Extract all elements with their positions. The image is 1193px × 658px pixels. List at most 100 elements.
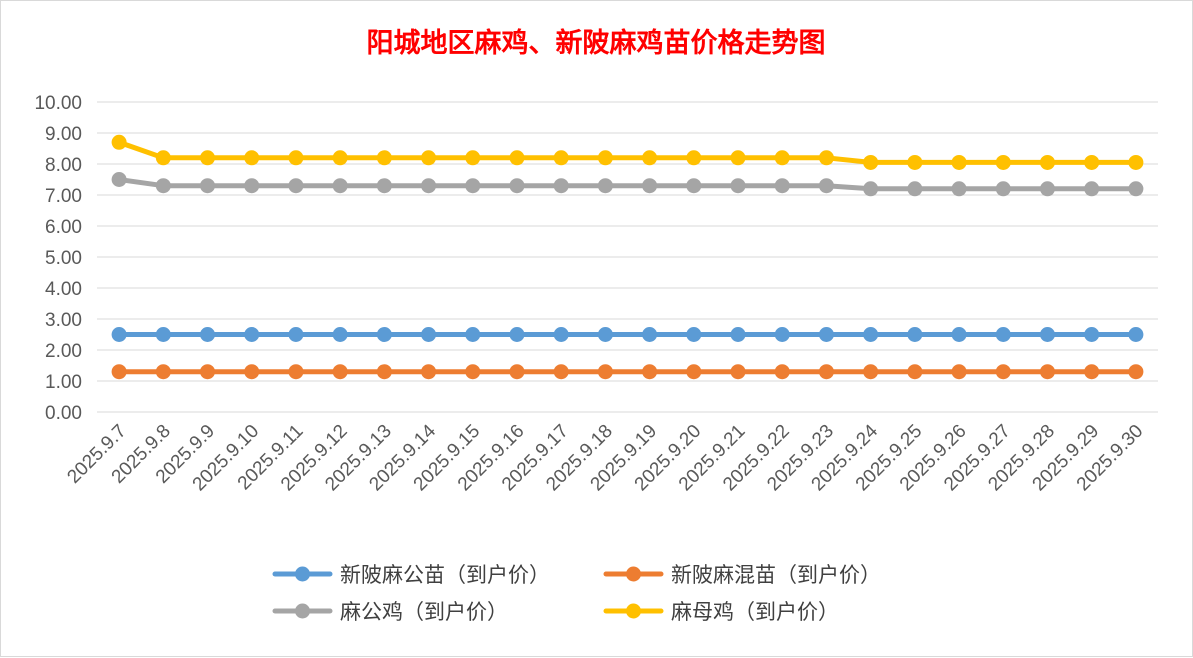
- data-point: [288, 327, 304, 342]
- data-point: [907, 154, 923, 170]
- data-point: [774, 150, 790, 166]
- legend-item-1: 新陂麻混苗（到户价）: [603, 563, 881, 587]
- data-point: [686, 150, 702, 166]
- data-point: [774, 178, 790, 194]
- series-0: [111, 327, 1144, 342]
- data-point: [863, 364, 879, 380]
- data-point: [465, 327, 481, 342]
- data-point: [288, 364, 304, 380]
- data-point: [553, 327, 569, 342]
- data-point: [642, 178, 658, 194]
- data-point: [155, 178, 171, 194]
- y-tick-label: 0.00: [45, 403, 82, 424]
- data-point: [686, 178, 702, 194]
- data-point: [332, 178, 348, 194]
- legend-label: 新陂麻混苗（到户价）: [671, 563, 881, 587]
- legend-label: 新陂麻公苗（到户价）: [340, 563, 550, 587]
- data-point: [597, 150, 613, 166]
- legend-swatch-marker: [626, 566, 641, 582]
- data-point: [376, 364, 392, 380]
- legend-swatch-marker: [295, 603, 310, 619]
- data-point: [907, 364, 923, 380]
- data-point: [465, 364, 481, 380]
- chart-title: 阳城地区麻鸡、新陂麻鸡苗价格走势图: [367, 27, 826, 59]
- legend-item-2: 麻公鸡（到户价）: [272, 600, 508, 624]
- legend-swatch-marker: [295, 566, 310, 582]
- data-point: [818, 178, 834, 194]
- data-point: [111, 364, 127, 380]
- data-point: [1039, 181, 1055, 197]
- legend-item-3: 麻母鸡（到户价）: [603, 600, 839, 624]
- data-point: [1128, 327, 1144, 342]
- y-tick-label: 9.00: [45, 124, 82, 145]
- data-point: [951, 154, 967, 170]
- data-point: [951, 181, 967, 197]
- data-point: [1128, 364, 1144, 380]
- data-point: [288, 178, 304, 194]
- data-point: [995, 327, 1011, 342]
- y-axis-ticks: 0.00 1.00 2.00 3.00 4.00 5.00 6.00 7.00 8.00 9.00…: [34, 93, 82, 424]
- data-point: [332, 327, 348, 342]
- data-point: [1084, 327, 1100, 342]
- data-point: [111, 172, 127, 187]
- data-point: [1039, 154, 1055, 170]
- data-point: [642, 364, 658, 380]
- data-point: [863, 327, 879, 342]
- data-point: [509, 150, 525, 166]
- data-point: [951, 364, 967, 380]
- data-point: [244, 150, 260, 166]
- data-point: [730, 364, 746, 380]
- y-tick-label: 3.00: [45, 310, 82, 331]
- data-point: [1128, 181, 1144, 197]
- y-tick-label: 6.00: [45, 217, 82, 238]
- y-tick-label: 1.00: [45, 372, 82, 393]
- data-point: [244, 327, 260, 342]
- y-tick-label: 8.00: [45, 155, 82, 176]
- data-point: [155, 364, 171, 380]
- data-point: [155, 327, 171, 342]
- series-1: [111, 364, 1144, 380]
- data-point: [553, 364, 569, 380]
- data-point: [686, 327, 702, 342]
- data-point: [597, 327, 613, 342]
- data-point: [1039, 327, 1055, 342]
- data-point: [774, 327, 790, 342]
- data-point: [421, 150, 437, 166]
- data-point: [288, 150, 304, 166]
- data-point: [730, 327, 746, 342]
- legend-swatch-marker: [626, 603, 641, 619]
- data-point: [818, 327, 834, 342]
- y-tick-label: 7.00: [45, 186, 82, 207]
- data-point: [200, 364, 216, 380]
- data-point: [995, 154, 1011, 170]
- data-point: [642, 327, 658, 342]
- data-point: [642, 150, 658, 166]
- data-point: [597, 364, 613, 380]
- data-point: [244, 178, 260, 194]
- data-point: [995, 364, 1011, 380]
- data-point: [465, 150, 481, 166]
- data-point: [376, 150, 392, 166]
- data-point: [1128, 154, 1144, 170]
- data-point: [863, 181, 879, 197]
- data-point: [553, 178, 569, 194]
- data-point: [995, 181, 1011, 197]
- data-point: [421, 364, 437, 380]
- data-point: [376, 327, 392, 342]
- data-point: [509, 178, 525, 194]
- data-point: [553, 150, 569, 166]
- data-point: [597, 178, 613, 194]
- legend-label: 麻公鸡（到户价）: [340, 600, 508, 624]
- data-point: [332, 150, 348, 166]
- data-point: [111, 134, 127, 150]
- legend-label: 麻母鸡（到户价）: [671, 600, 839, 624]
- data-point: [907, 181, 923, 197]
- data-point: [1039, 364, 1055, 380]
- data-point: [332, 364, 348, 380]
- data-point: [863, 154, 879, 170]
- y-tick-label: 5.00: [45, 248, 82, 269]
- data-point: [465, 178, 481, 194]
